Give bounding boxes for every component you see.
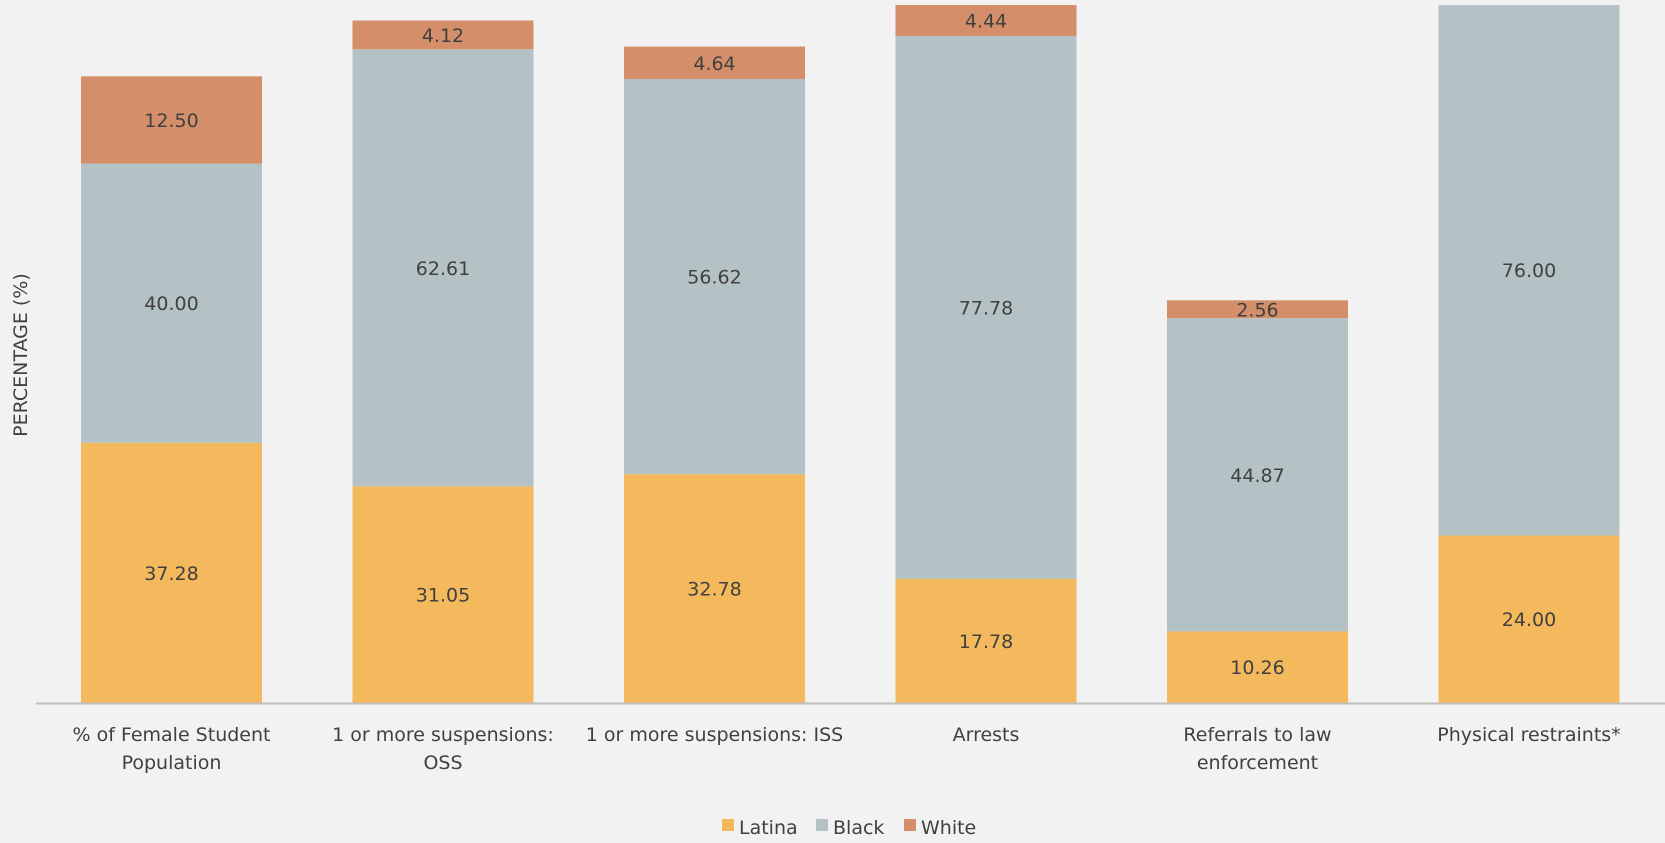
bar-segment-white-3 [895,5,1077,36]
bar-segment-white-1 [352,20,534,50]
bar-segment-latina-0 [81,442,262,703]
bars-group [81,5,1620,703]
data-label-black-0: 40.00 [144,293,198,315]
bar-segment-black-1 [352,49,534,487]
legend-swatch-white [904,819,916,831]
data-labels-group: 37.28 40.00 12.50 31.05 62.61 4.12 32.78 56.62 4… [144,10,1556,679]
bar-segment-latina-5 [1438,535,1620,703]
legend-label-latina: Latina [739,817,798,839]
data-label-white-4: 2.56 [1236,299,1278,321]
bar-segment-black-0 [81,163,262,443]
data-label-black-1: 62.61 [416,258,470,280]
bar-segment-black-2 [624,78,805,475]
bar-segment-latina-1 [352,486,534,703]
legend-swatch-black [816,819,828,831]
bar-segment-black-4 [1167,318,1348,632]
data-label-latina-2: 32.78 [687,579,741,601]
data-label-black-2: 56.62 [687,267,741,289]
legend-label-white: White [921,817,976,839]
data-label-white-3: 4.44 [965,10,1007,32]
bar-segment-latina-3 [895,578,1077,703]
x-tick-labels-group: % of Female Student Population 1 or more s… [73,724,1621,774]
data-label-latina-3: 17.78 [959,631,1013,653]
data-label-white-0: 12.50 [144,110,198,132]
x-tick-label-1: 1 or more suspensions: OSS [332,724,554,774]
bar-segment-white-4 [1167,300,1348,319]
x-tick-label-4: Referrals to law enforcement [1183,724,1331,774]
bar-segment-white-2 [624,46,805,79]
data-label-white-2: 4.64 [693,53,735,75]
x-tick-label-5: Physical restraints* [1437,724,1620,746]
bar-segment-black-5 [1438,5,1620,536]
data-label-latina-5: 24.00 [1502,609,1556,631]
data-label-black-3: 77.78 [959,297,1013,319]
legend-label-black: Black [833,817,884,839]
legend: Latina Black White [722,817,976,839]
data-label-latina-4: 10.26 [1230,657,1284,679]
x-tick-label-2: 1 or more suspensions: ISS [586,724,843,746]
bar-segment-latina-2 [624,474,805,703]
data-label-black-4: 44.87 [1230,465,1284,487]
data-label-latina-0: 37.28 [144,563,198,585]
legend-swatch-latina [722,819,734,831]
data-label-black-5: 76.00 [1502,260,1556,282]
x-tick-label-0: % of Female Student Population [73,724,271,774]
bar-segment-latina-4 [1167,631,1348,703]
bar-segment-white-0 [81,76,262,164]
x-tick-label-3: Arrests [953,724,1020,746]
y-axis-label: PERCENTAGE (%) [10,273,32,437]
data-label-white-1: 4.12 [422,25,464,47]
bar-segment-black-3 [895,35,1077,579]
data-label-latina-1: 31.05 [416,585,470,607]
